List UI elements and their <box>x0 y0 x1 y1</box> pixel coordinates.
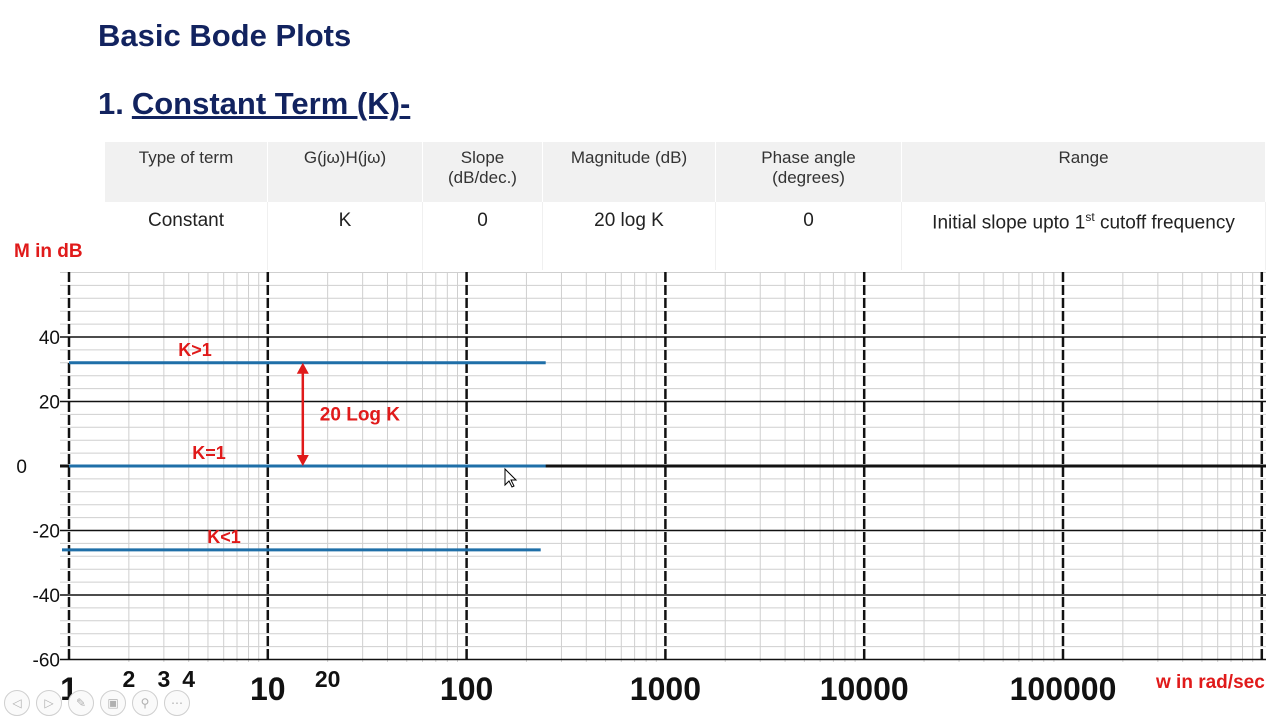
table-cell-range: Initial slope upto 1st cutoff frequency <box>901 202 1266 270</box>
y-tick-label: -20 <box>33 522 60 543</box>
table-header: Slope (dB/dec.) <box>422 142 543 202</box>
table-header: Magnitude (dB) <box>542 142 716 202</box>
term-properties-table: Type of term G(jω)H(jω) Slope (dB/dec.) M… <box>105 142 1266 270</box>
annotation-label: 20 Log K <box>320 404 401 425</box>
slides-icon[interactable]: ▣ <box>100 690 126 716</box>
table-header-row: Type of term G(jω)H(jω) Slope (dB/dec.) M… <box>105 142 1266 202</box>
x-tick-label: 3 <box>157 666 170 692</box>
y-tick-label: 0 <box>16 457 27 478</box>
slide-nav-controls[interactable]: ◁ ▷ ✎ ▣ ⚲ ⋯ <box>4 690 190 716</box>
slide-title: Basic Bode Plots <box>98 18 352 53</box>
series-label: K>1 <box>178 340 212 360</box>
y-tick-label: -60 <box>33 651 60 672</box>
pen-icon[interactable]: ✎ <box>68 690 94 716</box>
table-header: Phase angle (degrees) <box>715 142 902 202</box>
table-cell: Constant <box>105 202 268 270</box>
table-header: Range <box>901 142 1266 202</box>
x-tick-label: 10 <box>250 671 286 707</box>
y-tick-label: -40 <box>33 586 60 607</box>
x-tick-label: 10000 <box>820 671 909 707</box>
table-cell: 20 log K <box>542 202 716 270</box>
prev-slide-icon[interactable]: ◁ <box>4 690 30 716</box>
table-header: Type of term <box>105 142 268 202</box>
mouse-cursor-icon <box>504 467 518 488</box>
y-tick-label: 20 <box>39 393 60 414</box>
table-header: G(jω)H(jω) <box>267 142 423 202</box>
section-title: 1. Constant Term (K)- <box>98 86 410 122</box>
range-text-end: cutoff frequency <box>1094 212 1235 234</box>
range-text: Initial slope upto 1 <box>932 212 1086 234</box>
table-cell: 0 <box>422 202 543 270</box>
annotation-arrow-head <box>296 362 309 374</box>
table-row: Constant K 0 20 log K 0 Initial slope up… <box>105 202 1266 270</box>
x-tick-label: 100000 <box>1010 671 1117 707</box>
annotation-arrow-head <box>296 455 309 466</box>
table-cell: K <box>267 202 423 270</box>
y-tick-label: 40 <box>39 328 60 349</box>
x-tick-label: 100 <box>440 671 493 707</box>
y-axis-label: M in dB <box>14 241 83 262</box>
x-tick-label: 4 <box>182 666 195 692</box>
x-tick-label: 2 <box>122 666 135 692</box>
x-tick-label: 20 <box>315 666 341 692</box>
series-label: K<1 <box>207 527 241 547</box>
x-tick-label: 1000 <box>630 671 701 707</box>
series-label: K=1 <box>192 443 226 463</box>
section-heading: Constant Term (K)- <box>131 86 411 121</box>
next-slide-icon[interactable]: ▷ <box>36 690 62 716</box>
table-cell: 0 <box>715 202 902 270</box>
x-axis-label: w in rad/sec <box>1156 672 1265 693</box>
more-icon[interactable]: ⋯ <box>164 690 190 716</box>
zoom-icon[interactable]: ⚲ <box>132 690 158 716</box>
section-number: 1. <box>98 86 124 121</box>
range-sup: st <box>1085 210 1095 224</box>
